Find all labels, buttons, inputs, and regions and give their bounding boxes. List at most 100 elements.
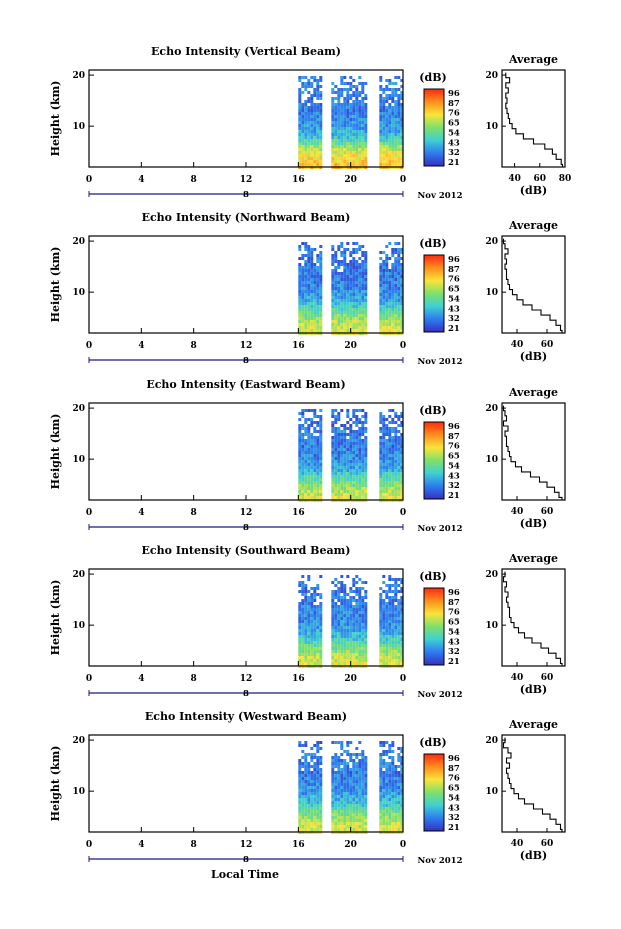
heatmap-cell bbox=[304, 608, 308, 611]
heatmap-cell bbox=[358, 632, 362, 635]
heatmap-cell bbox=[316, 124, 320, 127]
heatmap-cell bbox=[298, 810, 302, 813]
heatmap-cell bbox=[343, 662, 347, 665]
heatmap-cell bbox=[382, 466, 386, 469]
heatmap-cell bbox=[382, 792, 386, 795]
x-tick-label: 4 bbox=[138, 674, 144, 684]
heatmap-cell bbox=[316, 789, 320, 792]
heatmap-cell bbox=[343, 629, 347, 632]
heatmap-cell bbox=[334, 463, 338, 466]
heatmap-cell bbox=[337, 317, 341, 320]
heatmap-cell bbox=[355, 436, 359, 439]
heatmap-cell bbox=[331, 825, 335, 828]
heatmap-cell bbox=[331, 269, 335, 272]
heatmap-cell bbox=[337, 130, 341, 133]
heatmap-cell bbox=[340, 783, 344, 786]
heatmap-cell bbox=[364, 448, 368, 451]
heatmap-cell bbox=[400, 278, 404, 281]
heatmap-cell bbox=[397, 659, 401, 662]
heatmap-cell bbox=[331, 308, 335, 311]
heatmap-cell bbox=[385, 151, 389, 154]
heatmap-cell bbox=[358, 825, 362, 828]
heatmap-cell bbox=[379, 626, 383, 629]
heatmap-cell bbox=[382, 272, 386, 275]
heatmap-cell bbox=[385, 484, 389, 487]
colorbar-tick-label: 43 bbox=[448, 304, 460, 314]
heatmap-cell bbox=[379, 807, 383, 810]
heatmap-cell bbox=[331, 792, 335, 795]
heatmap-cell bbox=[361, 427, 365, 430]
heatmap-cell bbox=[316, 79, 320, 82]
heatmap-cell bbox=[307, 490, 311, 493]
heatmap-cell bbox=[337, 124, 341, 127]
heatmap-cell bbox=[352, 463, 356, 466]
profile-x-tick-label: 60 bbox=[541, 507, 554, 517]
heatmap-cell bbox=[331, 130, 335, 133]
heatmap-cell bbox=[298, 825, 302, 828]
heatmap-cell bbox=[298, 275, 302, 278]
heatmap-cell bbox=[400, 97, 404, 100]
heatmap-cell bbox=[316, 448, 320, 451]
heatmap-cell bbox=[313, 94, 317, 97]
heatmap-cell bbox=[319, 463, 323, 466]
y-tick-label: 10 bbox=[72, 455, 85, 465]
heatmap-cell bbox=[316, 109, 320, 112]
heatmap-cell bbox=[298, 804, 302, 807]
heatmap-cell bbox=[349, 269, 353, 272]
heatmap-cell bbox=[337, 629, 341, 632]
heatmap-cell bbox=[313, 275, 317, 278]
heatmap-cell bbox=[343, 266, 347, 269]
heatmap-cell bbox=[379, 599, 383, 602]
heatmap-cell bbox=[331, 424, 335, 427]
heatmap-cell bbox=[301, 626, 305, 629]
heatmap-cell bbox=[304, 442, 308, 445]
heatmap-cell bbox=[310, 653, 314, 656]
heatmap-cell bbox=[313, 329, 317, 332]
heatmap-cell bbox=[382, 118, 386, 121]
heatmap-cell bbox=[379, 121, 383, 124]
heatmap-cell bbox=[346, 629, 350, 632]
profile-y-tick-label: 10 bbox=[485, 621, 498, 631]
heatmap-cell bbox=[346, 94, 350, 97]
heatmap-cell bbox=[358, 94, 362, 97]
heatmap-cell bbox=[319, 653, 323, 656]
heatmap-cell bbox=[343, 130, 347, 133]
heatmap-cell bbox=[301, 774, 305, 777]
heatmap-cell bbox=[340, 774, 344, 777]
heatmap-cell bbox=[313, 326, 317, 329]
heatmap-cell bbox=[316, 463, 320, 466]
heatmap-cell bbox=[334, 305, 338, 308]
heatmap-cell bbox=[313, 157, 317, 160]
heatmap-cell bbox=[379, 79, 383, 82]
heatmap-cell bbox=[343, 106, 347, 109]
colorbar-tick-label: 76 bbox=[448, 275, 460, 285]
profile-y-tick-label: 10 bbox=[485, 455, 498, 465]
heatmap-cell bbox=[361, 260, 365, 263]
heatmap-cell bbox=[394, 475, 398, 478]
heatmap-cell bbox=[355, 290, 359, 293]
heatmap-cell bbox=[331, 305, 335, 308]
heatmap-cell bbox=[334, 780, 338, 783]
heatmap-cell bbox=[361, 638, 365, 641]
heatmap-cell bbox=[394, 765, 398, 768]
heatmap-cell bbox=[394, 427, 398, 430]
heatmap-cell bbox=[358, 620, 362, 623]
y-tick-label: 10 bbox=[72, 621, 85, 631]
heatmap-cell bbox=[364, 130, 368, 133]
heatmap-cell bbox=[391, 302, 395, 305]
heatmap-cell bbox=[391, 97, 395, 100]
heatmap-cell bbox=[334, 611, 338, 614]
heatmap-cell bbox=[319, 136, 323, 139]
heatmap-cell bbox=[349, 103, 353, 106]
heatmap-cell bbox=[298, 786, 302, 789]
heatmap-cell bbox=[361, 626, 365, 629]
heatmap-cell bbox=[334, 792, 338, 795]
heatmap-cell bbox=[388, 130, 392, 133]
heatmap-cell bbox=[400, 451, 404, 454]
heatmap-cell bbox=[379, 133, 383, 136]
heatmap-cell bbox=[361, 281, 365, 284]
heatmap-cell bbox=[397, 302, 401, 305]
heatmap-cell bbox=[346, 813, 350, 816]
heatmap-cell bbox=[394, 608, 398, 611]
heatmap-cell bbox=[397, 317, 401, 320]
